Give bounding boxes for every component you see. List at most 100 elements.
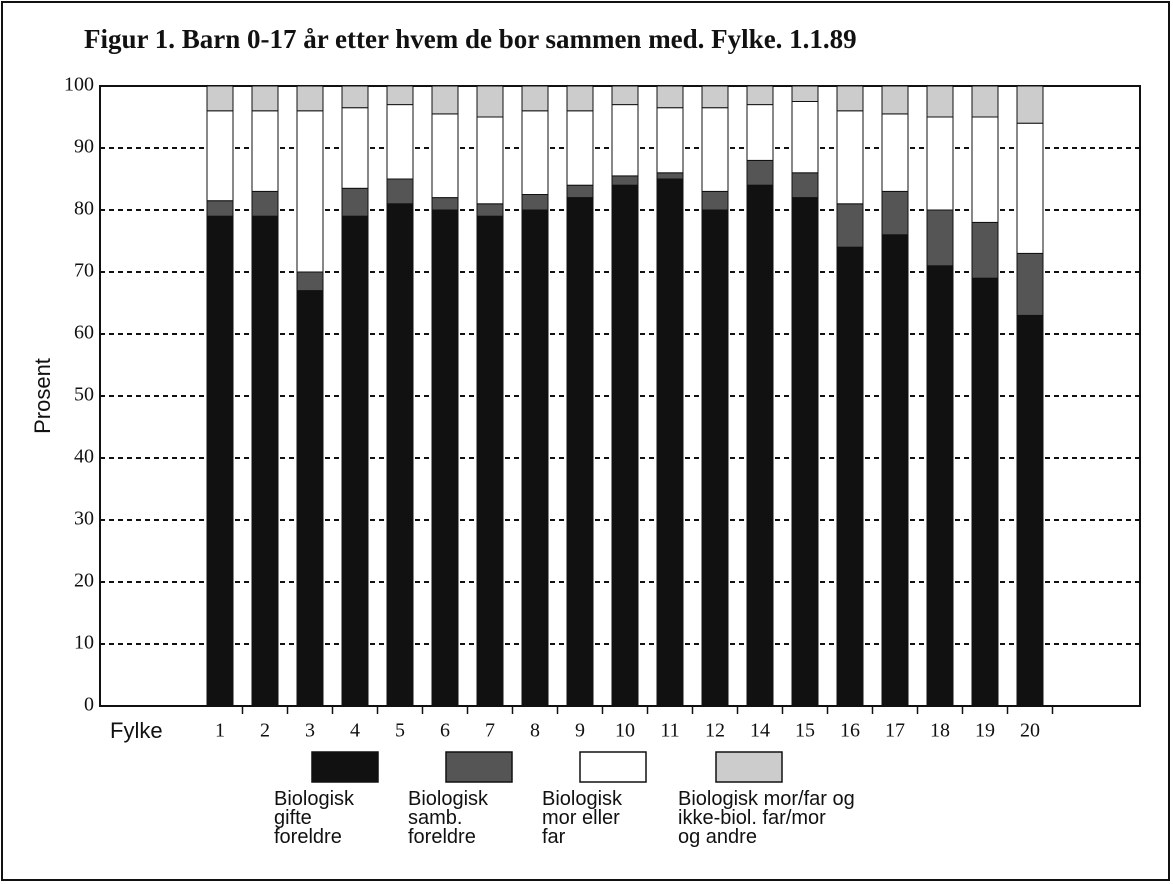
bar-segment (746, 159, 774, 186)
bar-segment (206, 85, 234, 112)
bar-segment (791, 101, 819, 174)
x-tick-label: 18 (930, 720, 950, 742)
bar-segment (566, 110, 594, 186)
bar-segment (341, 107, 369, 189)
bar-segment (296, 85, 324, 112)
x-tick-label: 17 (885, 720, 905, 742)
y-axis-label: Prosent (30, 358, 55, 434)
y-tick-label: 40 (74, 446, 94, 468)
bar-segment (386, 203, 414, 707)
bar-segment (656, 172, 684, 180)
bar-segment (566, 85, 594, 112)
x-tick-label: 10 (615, 720, 635, 742)
y-tick-label: 100 (64, 74, 94, 96)
x-tick-label: 1 (215, 720, 225, 742)
bar-segment (431, 209, 459, 707)
bar-segment (1016, 314, 1044, 707)
y-tick-label: 50 (74, 384, 94, 406)
y-tick-label: 20 (74, 570, 94, 592)
bar-segment (656, 85, 684, 109)
x-tick-label: 15 (795, 720, 815, 742)
x-tick-label: 14 (750, 720, 770, 742)
x-tick-label: 12 (705, 720, 725, 742)
legend-swatch (311, 751, 379, 783)
y-tick-label: 90 (74, 136, 94, 158)
bar-segment (746, 85, 774, 106)
bar-segment (206, 110, 234, 202)
legend-label: Biologisk mor eller far (542, 788, 623, 848)
bar-segment (881, 113, 909, 192)
bar-segment (206, 215, 234, 707)
y-tick-label: 80 (74, 198, 94, 220)
bar-segment (926, 265, 954, 707)
bar-segment (476, 203, 504, 217)
bar-segment (476, 215, 504, 707)
bar-segment (971, 85, 999, 118)
bar-segment (386, 85, 414, 106)
bar-segment (971, 116, 999, 223)
bar-segment (926, 85, 954, 118)
bar-segment (251, 110, 279, 192)
legend-label: Biologisk samb. foreldre (408, 788, 489, 848)
bar-segment (206, 200, 234, 217)
bar-segment (881, 85, 909, 115)
bar-segment (971, 221, 999, 279)
bar-segment (386, 104, 414, 180)
bar-segment (701, 209, 729, 707)
x-tick-label: 2 (260, 720, 270, 742)
bar-segment (611, 104, 639, 177)
y-tick-label: 0 (84, 694, 94, 716)
bar-segment (521, 85, 549, 112)
bar-segment (791, 85, 819, 102)
bar-segment (836, 110, 864, 205)
legend-swatch (715, 751, 783, 783)
bar-segment (701, 85, 729, 109)
x-tick-label: 6 (440, 720, 450, 742)
bar-segment (566, 184, 594, 199)
x-axis-label: Fylke (110, 718, 163, 743)
bar-segment (251, 190, 279, 217)
x-tick-label: 5 (395, 720, 405, 742)
bar-segment (611, 85, 639, 106)
bar-segment (926, 116, 954, 211)
x-tick-label: 4 (350, 720, 360, 742)
x-tick-label: 16 (840, 720, 860, 742)
x-tick-label: 8 (530, 720, 540, 742)
bar-segment (746, 104, 774, 161)
bar-segment (971, 277, 999, 707)
bar-segment (521, 194, 549, 211)
x-tick-label: 7 (485, 720, 495, 742)
bar-segment (656, 107, 684, 174)
bar-segment (611, 184, 639, 707)
bar-segment (836, 85, 864, 112)
bar-segment (611, 175, 639, 186)
bar-segment (746, 184, 774, 707)
bar-segment (881, 234, 909, 707)
bar-segment (701, 107, 729, 192)
bar-segment (341, 215, 369, 707)
bar-segment (476, 85, 504, 118)
bar-segment (791, 197, 819, 707)
bar-segment (386, 178, 414, 205)
bar-segment (1016, 122, 1044, 254)
y-tick-label: 60 (74, 322, 94, 344)
y-tick-label: 70 (74, 260, 94, 282)
bar-segment (1016, 252, 1044, 316)
bar-segment (296, 271, 324, 292)
x-tick-label: 3 (305, 720, 315, 742)
legend-label: Biologisk gifte foreldre (274, 788, 355, 848)
y-tick-label: 10 (74, 632, 94, 654)
bar-segment (341, 85, 369, 109)
bar-segment (926, 209, 954, 267)
legend-swatch (579, 751, 647, 783)
bar-segment (341, 187, 369, 217)
bar-segment (791, 172, 819, 199)
bar-segment (296, 110, 324, 273)
bar-segment (656, 178, 684, 707)
bar-segment (251, 215, 279, 707)
bar-segment (296, 290, 324, 707)
x-tick-label: 19 (975, 720, 995, 742)
x-tick-label: 20 (1020, 720, 1040, 742)
